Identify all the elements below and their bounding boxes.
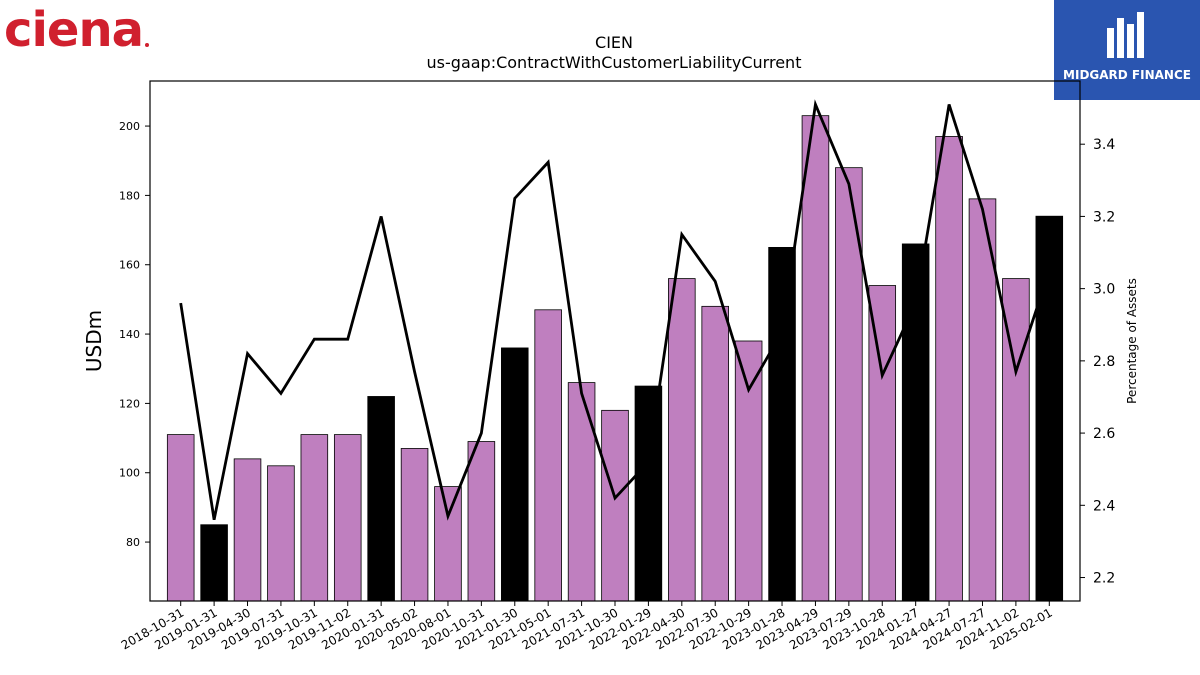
y2-tick-label: 3.2	[1093, 209, 1115, 225]
y2-tick-label: 3.4	[1093, 137, 1115, 153]
bar	[968, 198, 997, 602]
series-line	[179, 99, 1051, 521]
bar	[400, 448, 429, 602]
y-tick-label: 160	[119, 259, 140, 272]
chart-title: CIEN	[595, 33, 633, 52]
y-tick-label: 140	[119, 328, 140, 341]
y2-tick-label: 2.8	[1093, 354, 1115, 370]
y-tick-label: 120	[119, 397, 140, 410]
chart-subtitle: us-gaap:ContractWithCustomerLiabilityCur…	[427, 53, 802, 72]
y2-tick-label: 2.6	[1093, 426, 1115, 442]
bar	[1035, 215, 1064, 602]
y-axis-label: USDm	[82, 310, 106, 372]
bar	[267, 465, 295, 602]
ciena-logo-text: ciena	[4, 2, 143, 56]
bar	[801, 115, 830, 602]
bar	[734, 340, 763, 602]
line-layer	[179, 99, 1051, 521]
ciena-logo: ciena	[4, 0, 154, 60]
y2-tick-label: 2.2	[1093, 571, 1115, 587]
bar	[200, 524, 228, 602]
bar	[166, 434, 195, 602]
midgard-finance-logo: MIDGARD FINANCE	[1054, 0, 1200, 100]
y2-tick-label: 3.0	[1093, 282, 1115, 298]
bar	[634, 385, 663, 602]
bar	[601, 409, 629, 602]
y2-axis-label: Percentage of Assets	[1125, 278, 1139, 404]
bar	[501, 347, 529, 602]
y-tick-label: 80	[126, 536, 140, 549]
y2-tick-label: 2.4	[1093, 498, 1115, 514]
bar	[668, 278, 696, 602]
bar	[333, 434, 362, 602]
bar	[467, 441, 496, 602]
midgard-finance-logo-text: MIDGARD FINANCE	[1063, 68, 1191, 82]
bar	[868, 285, 897, 602]
y-tick-label: 100	[119, 467, 140, 480]
bar	[534, 309, 562, 602]
bar	[233, 458, 262, 602]
y-tick-label: 180	[119, 189, 140, 202]
bar	[768, 246, 796, 602]
bar	[300, 434, 329, 602]
bar	[434, 486, 462, 602]
y-tick-label: 200	[119, 120, 140, 133]
bar	[367, 396, 395, 602]
bar	[935, 136, 963, 602]
bar	[567, 382, 596, 602]
bar	[701, 305, 729, 602]
